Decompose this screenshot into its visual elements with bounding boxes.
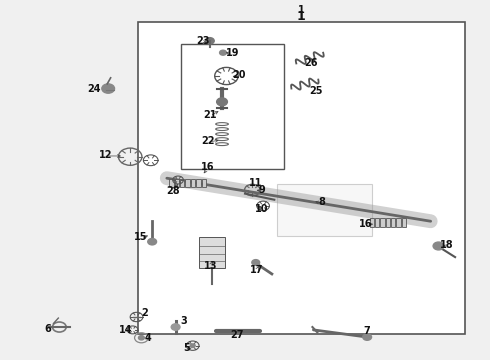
Text: 15: 15 xyxy=(134,232,147,242)
Circle shape xyxy=(363,334,371,340)
Text: 22: 22 xyxy=(201,136,215,145)
Bar xyxy=(196,179,200,187)
Text: 19: 19 xyxy=(225,48,239,58)
Text: 25: 25 xyxy=(309,86,322,96)
Bar xyxy=(180,179,184,187)
Text: 8: 8 xyxy=(319,197,326,207)
Text: 21: 21 xyxy=(203,110,217,120)
Text: 16: 16 xyxy=(200,162,214,172)
Circle shape xyxy=(102,84,115,93)
Bar xyxy=(174,179,179,187)
Bar xyxy=(138,22,465,334)
Text: 11: 11 xyxy=(249,178,263,188)
Bar xyxy=(277,184,372,235)
Bar xyxy=(391,218,395,226)
Text: 10: 10 xyxy=(255,204,269,215)
Text: 2: 2 xyxy=(142,308,148,318)
Bar xyxy=(201,179,206,187)
Text: 7: 7 xyxy=(364,326,370,336)
Text: 18: 18 xyxy=(440,240,454,250)
Text: 6: 6 xyxy=(44,324,51,334)
Text: 16: 16 xyxy=(360,219,373,229)
Text: 4: 4 xyxy=(145,333,151,343)
Text: 12: 12 xyxy=(99,150,113,160)
Text: 28: 28 xyxy=(166,186,179,196)
Text: 23: 23 xyxy=(196,36,210,46)
Bar xyxy=(380,218,385,226)
Text: 20: 20 xyxy=(232,70,245,80)
Circle shape xyxy=(252,260,260,265)
Circle shape xyxy=(148,238,157,245)
Text: 24: 24 xyxy=(87,84,100,94)
Circle shape xyxy=(217,98,227,106)
Circle shape xyxy=(433,242,444,250)
Text: 1: 1 xyxy=(297,10,306,23)
Text: 3: 3 xyxy=(180,316,187,325)
Bar xyxy=(185,179,190,187)
Text: 27: 27 xyxy=(230,330,244,340)
Text: 26: 26 xyxy=(304,58,318,68)
Bar xyxy=(191,179,195,187)
Bar xyxy=(181,44,284,169)
Circle shape xyxy=(220,50,226,55)
Circle shape xyxy=(205,38,214,44)
Text: 13: 13 xyxy=(204,261,218,271)
Text: 5: 5 xyxy=(183,343,190,353)
Bar xyxy=(402,218,406,226)
Circle shape xyxy=(171,324,180,330)
Text: 1: 1 xyxy=(298,5,305,15)
Circle shape xyxy=(190,344,195,347)
Text: 9: 9 xyxy=(259,185,266,195)
Circle shape xyxy=(139,336,145,340)
Bar xyxy=(375,218,379,226)
Bar xyxy=(386,218,390,226)
Bar xyxy=(169,179,173,187)
Bar xyxy=(198,237,225,268)
Text: 14: 14 xyxy=(119,325,132,335)
Bar xyxy=(369,218,374,226)
Text: 17: 17 xyxy=(250,265,264,275)
Bar xyxy=(396,218,401,226)
